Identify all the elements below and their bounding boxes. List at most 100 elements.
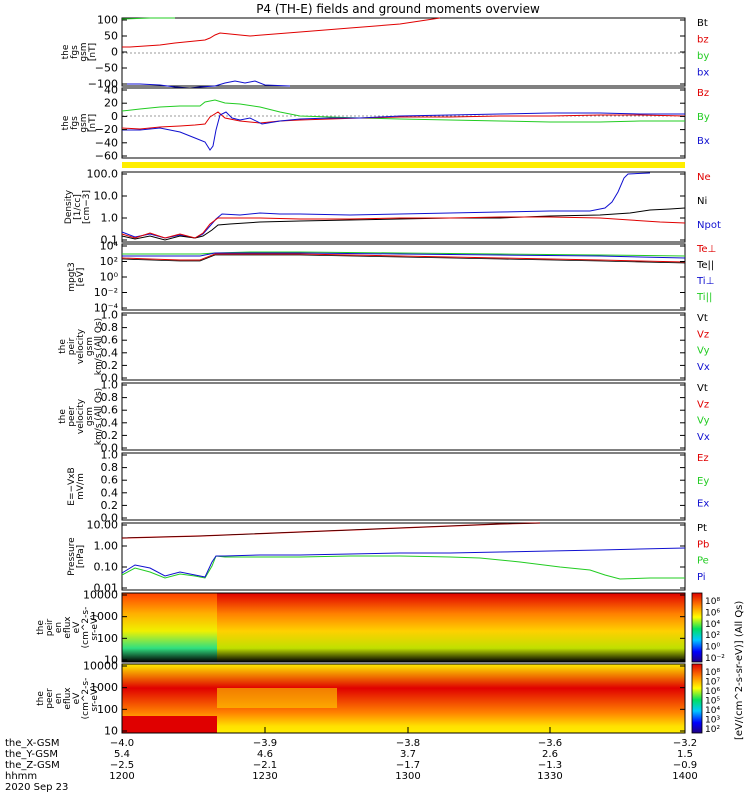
y-tick-label: 10000 [83,660,118,673]
colorbar-tick-label: 10⁶ [705,608,720,618]
x-tick-label: −2.1 [253,760,277,771]
y-axis-label: gsm [79,42,89,61]
x-tick-label: 1400 [672,771,697,782]
y-tick-label: 0.6 [101,474,119,487]
legend-Bt: Bt [697,18,708,29]
legend-Ti||: Ti|| [696,292,712,303]
y-axis-label: km/s (All Qs) [94,388,104,445]
y-tick-label: 0.01 [94,582,119,595]
x-axis-row-label: hhmm [5,771,37,782]
panel-frame [121,171,686,243]
y-tick-label: 0 [111,46,118,59]
y-tick-label: 10000 [83,589,118,602]
y-tick-label: −50 [95,62,118,75]
x-tick-label: −3.2 [673,738,697,749]
Ne-line [121,216,686,239]
y-axis-label: [1/cc] [73,194,83,220]
legend-Npot: Npot [697,220,721,231]
y-tick-label: 100 [97,14,118,27]
colorbar-tick-label: 10⁷ [705,678,720,688]
panel-density [121,171,686,243]
spectrogram-band [217,688,337,708]
colorbar-tick-label: 10⁸ [705,597,720,607]
y-tick-label: 1.0 [101,449,119,462]
y-tick-label: 40 [104,84,118,97]
legend-By: By [697,112,710,123]
legend-Ni: Ni [697,196,707,207]
y-tick-label: 0.6 [101,334,119,347]
y-tick-label: 0 [111,110,118,123]
bx-line [122,80,291,89]
legend-Vz: Vz [697,329,709,340]
panel-peer-velocity [121,382,686,451]
legend-Vx: Vx [697,432,710,443]
y-tick-label: 1.0 [101,379,119,392]
y-axis-label: [nT] [88,114,98,132]
Bx-line [122,111,685,151]
spectrogram-region-pre [122,593,217,662]
panel-frame [121,17,686,87]
colorbar-tick-label: 10⁴ [705,706,720,716]
y-tick-label: 0.4 [101,486,119,499]
y-axis-label: peer [67,406,77,427]
y-axis-label: the [61,115,71,130]
y-axis-label: the [58,339,68,354]
y-axis-label: Density [64,189,74,224]
Pe-line [121,555,685,580]
y-axis-label: gsm [85,407,95,426]
x-tick-label: −0.9 [673,760,697,771]
panel-fgs-gsm [121,17,686,89]
x-tick-label: 3.7 [400,749,416,760]
x-tick-label: −3.8 [396,738,420,749]
x-tick-label: −1.7 [396,760,420,771]
y-tick-label: 10.00 [87,519,119,532]
colorbar-label: [eV/(cm^2-s-sr-eV)] (All Qs) [734,601,745,740]
x-tick-label: 1.5 [677,749,693,760]
y-axis-label: velocity [76,398,86,434]
y-axis-label: peer [45,688,55,709]
y-axis-label: peir [45,618,55,636]
colorbar-tick-label: 10⁴ [705,620,720,630]
Ti-perp-line [122,252,686,259]
legend-Vt: Vt [697,313,708,324]
y-axis-label: [nT] [88,43,98,61]
y-axis-label: eV [72,692,82,705]
panel-peer-spectrogram [121,663,686,734]
colorbar-tick-label: 10⁵ [705,697,720,707]
Te-par-line [121,254,686,264]
y-tick-label: 100.0 [87,168,119,181]
legend-Vt: Vt [697,383,708,394]
y-tick-label: 10.0 [94,190,119,203]
panel-peir-spectrogram [121,592,686,663]
panel-fgs-dsl [121,87,686,159]
x-tick-label: 1200 [109,771,134,782]
legend-Pi: Pi [697,572,706,583]
y-axis-label: [eV] [76,268,86,287]
x-tick-label: 1300 [395,771,420,782]
y-axis-label: eflux [63,616,73,639]
panel-frame [121,522,686,591]
legend-Te||: Te|| [696,260,714,271]
y-tick-label: 0.2 [101,359,119,372]
y-tick-label: 20 [104,97,118,110]
legend-Te⊥: Te⊥ [696,244,716,255]
y-axis-label: sr-eV) [90,614,100,640]
colorbar-tick-label: 10³ [705,716,720,726]
by-line [121,17,175,20]
x-axis-row-label: the_Z-GSM [5,760,60,771]
colorbar-peer [691,663,703,734]
y-axis-label: E=−VxB [67,467,77,505]
y-axis-label: sr-eV) [90,685,100,711]
y-tick-label: 100 [97,703,118,716]
y-tick-label: 10⁻⁴ [94,302,119,315]
spectrogram-region-post [217,593,685,662]
x-tick-label: −4.0 [110,738,134,749]
y-tick-label: −100 [88,78,118,91]
colorbar-tick-label: 10⁶ [705,687,720,697]
Ti-par-line [122,251,686,257]
x-tick-label: 5.4 [114,749,130,760]
y-tick-label: 10⁰ [100,271,119,284]
y-tick-label: 1.00 [94,540,119,553]
